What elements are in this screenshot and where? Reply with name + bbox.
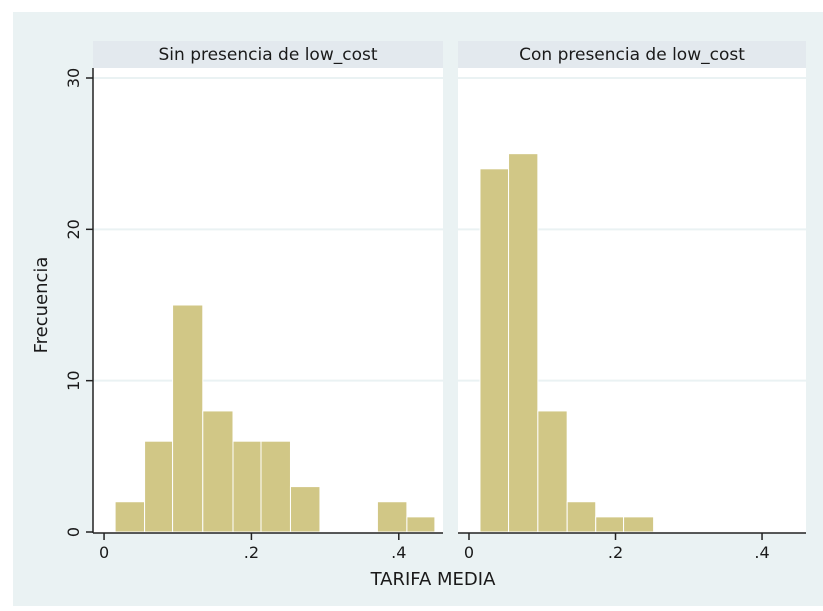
histogram-bar bbox=[144, 440, 174, 533]
x-tick-label: .4 bbox=[391, 543, 406, 562]
histogram-bar bbox=[114, 501, 146, 533]
histogram-bar bbox=[623, 516, 655, 533]
histogram-bar bbox=[376, 501, 408, 533]
histogram-bar bbox=[202, 410, 234, 533]
histogram-bar bbox=[537, 410, 568, 533]
x-tick-label: 0 bbox=[99, 543, 109, 562]
panel-header bbox=[93, 41, 443, 68]
x-tick-label: .4 bbox=[754, 543, 769, 562]
panel-title: Sin presencia de low_cost bbox=[159, 45, 378, 65]
y-axis: 0 10 20 30 bbox=[64, 68, 94, 537]
panel-1: Sin presencia de low_cost 0 .2 .4 bbox=[93, 41, 443, 562]
x-axis-title: TARIFA MEDIA bbox=[370, 569, 497, 590]
histogram-bar bbox=[289, 486, 321, 533]
histogram-bar bbox=[566, 501, 597, 533]
x-tick-label: .2 bbox=[244, 543, 259, 562]
y-tick-label: 20 bbox=[64, 219, 83, 239]
x-tick-label: 0 bbox=[464, 543, 474, 562]
histogram-bar bbox=[508, 153, 539, 533]
panel-title: Con presencia de low_cost bbox=[519, 45, 745, 65]
panel-header bbox=[458, 41, 806, 68]
histogram-bar bbox=[232, 440, 262, 533]
y-tick-label: 30 bbox=[64, 68, 83, 88]
y-axis-title: Frecuencia bbox=[31, 257, 52, 354]
histogram-bar bbox=[479, 168, 510, 533]
y-tick-label: 10 bbox=[64, 370, 83, 390]
histogram-bar bbox=[172, 304, 204, 533]
x-tick-label: .2 bbox=[608, 543, 623, 562]
panel-2: Con presencia de low_cost 0 .2 .4 bbox=[458, 41, 806, 562]
histogram-bar bbox=[406, 516, 436, 533]
histogram-bar bbox=[260, 440, 291, 533]
y-tick-label: 0 bbox=[64, 527, 83, 537]
histogram-bar bbox=[595, 516, 625, 533]
